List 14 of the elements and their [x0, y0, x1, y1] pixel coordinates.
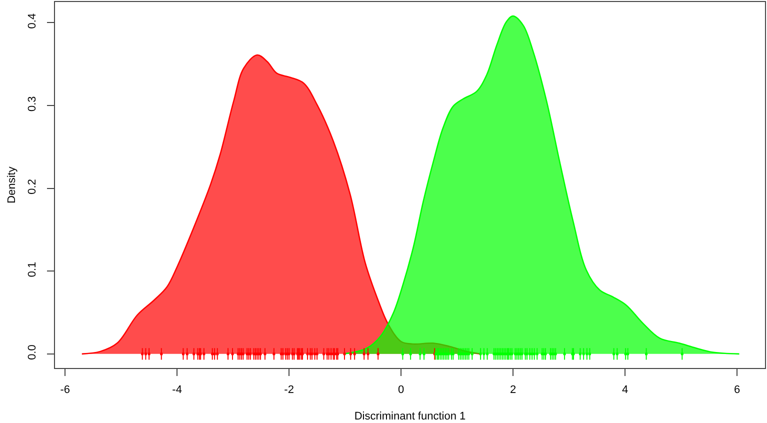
y-axis-title: Density [6, 166, 18, 204]
x-tick-label: 2 [510, 384, 516, 396]
x-tick-label: 4 [622, 384, 628, 396]
x-tick-label: -4 [172, 384, 182, 396]
y-tick-label: 0.3 [26, 96, 39, 112]
x-axis-title: Discriminant function 1 [354, 410, 466, 422]
y-tick-label: 0.4 [26, 13, 39, 29]
x-tick-label: -6 [60, 384, 70, 396]
x-tick-label: 0 [398, 384, 404, 396]
y-tick-label: 0.2 [26, 179, 39, 194]
x-tick-label: -2 [284, 384, 294, 396]
y-tick-label: 0.1 [26, 262, 39, 278]
y-tick-label: 0.0 [26, 344, 39, 360]
x-tick-label: 6 [734, 384, 740, 396]
